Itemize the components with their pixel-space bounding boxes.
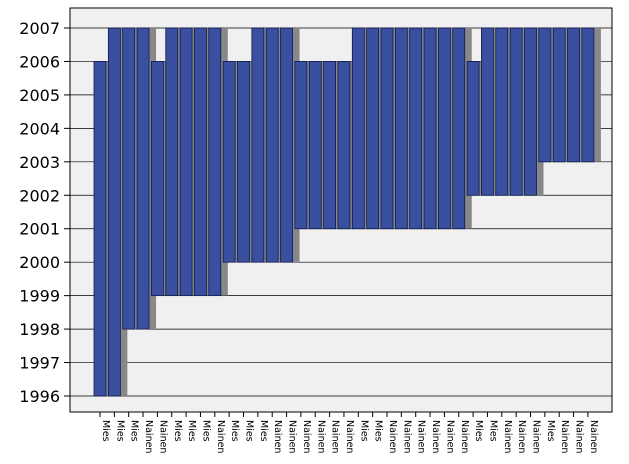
y-tick-label: 2007 [19,19,60,38]
bar [337,61,351,230]
bar [237,61,250,263]
x-tick-label: Mies [473,420,484,442]
x-tick-label: Nainen [272,420,283,453]
x-tick-label: Nainen [516,420,527,453]
x-tick-label: Mies [545,420,556,442]
bar [265,27,279,263]
x-tick-label: Nainen [430,420,441,453]
y-tick-label: 2006 [19,52,60,71]
bar [150,61,164,297]
x-tick-label: Mies [186,420,197,442]
x-tick-label: Nainen [574,420,585,453]
x-tick-label: Mies [114,420,125,442]
x-tick-label: Nainen [559,420,570,453]
y-tick-label: 2001 [19,220,60,239]
y-tick-label: 2003 [19,153,60,172]
x-tick-label: Nainen [401,420,412,453]
bar [107,27,121,397]
bar [495,27,509,196]
bar [280,27,293,263]
bar [437,27,451,230]
bar [509,27,523,196]
y-tick-label: 2005 [19,86,60,105]
x-tick-label: Nainen [416,420,427,453]
bar [194,27,207,297]
y-tick-label: 2000 [19,253,60,272]
x-tick-label: Nainen [588,420,599,453]
bar [409,27,423,230]
x-tick-label: Nainen [459,420,470,453]
bar [122,27,136,330]
y-tick-label: 1999 [19,287,60,306]
bar [165,27,179,297]
bar [366,27,380,230]
bar [136,27,150,330]
bar [251,27,265,263]
x-tick-label: Nainen [344,420,355,453]
bar [581,27,595,163]
x-tick-label: Nainen [301,420,312,453]
bar [208,27,222,297]
y-tick-label: 1998 [19,320,60,339]
x-tick-label: Mies [172,420,183,442]
y-tick-label: 2004 [19,119,60,138]
bar [524,27,537,196]
x-tick-label: Nainen [387,420,398,453]
x-tick-label: Nainen [287,420,298,453]
x-tick-label: Nainen [444,420,455,453]
bar [552,27,566,163]
bar [93,61,107,397]
x-tick-label: Mies [358,420,369,442]
x-tick-label: Mies [200,420,211,442]
bar [380,27,394,230]
x-tick-label: Mies [373,420,384,442]
bar [567,27,580,163]
x-tick-label: Mies [100,420,111,442]
bar [351,27,365,230]
x-tick-label: Mies [129,420,140,442]
y-tick-label: 2002 [19,186,60,205]
x-tick-label: Nainen [531,420,542,453]
x-tick-label: Nainen [502,420,513,453]
x-tick-label: Mies [244,420,255,442]
bar [179,27,193,297]
x-tick-label: Nainen [330,420,341,453]
bar [452,27,466,230]
x-tick-label: Mies [258,420,269,442]
bar [538,27,552,163]
bar [423,27,437,230]
bar [222,61,236,263]
x-tick-label: Nainen [315,420,326,453]
bar [394,27,408,230]
y-tick-label: 1997 [19,354,60,373]
bar [466,61,480,196]
bar [308,61,322,230]
bar [323,61,337,230]
bar [481,27,494,196]
x-tick-label: Nainen [215,420,226,453]
y-tick-label: 1996 [19,387,60,406]
x-tick-label: Nainen [157,420,168,453]
x-tick-label: Mies [229,420,240,442]
bar [294,61,308,230]
x-tick-label: Mies [487,420,498,442]
x-tick-label: Nainen [143,420,154,453]
